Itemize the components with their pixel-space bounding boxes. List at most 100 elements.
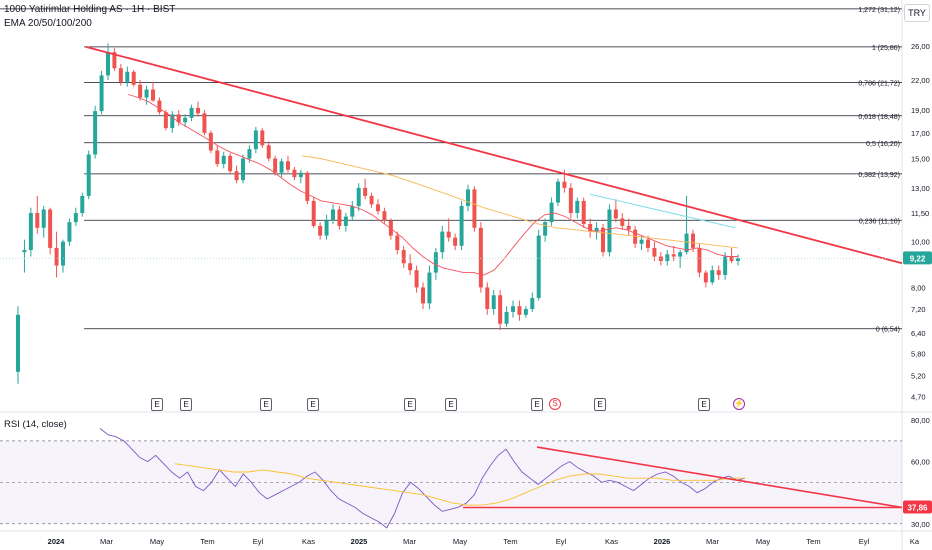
candle-body	[511, 306, 515, 312]
price-tick-label: 15,00	[911, 155, 930, 164]
candle-body	[196, 107, 200, 114]
candle-body	[28, 213, 33, 251]
price-tick-label: 19,00	[911, 106, 930, 115]
ema-20-line	[127, 94, 738, 276]
main-trendline	[85, 45, 903, 265]
candle-body	[729, 256, 734, 262]
candle-body	[324, 220, 329, 236]
candle-body	[99, 75, 104, 112]
candle-body	[93, 111, 98, 155]
candle-body	[125, 71, 130, 82]
candle-body	[260, 130, 265, 146]
rsi-ma-line	[174, 463, 745, 506]
candle-body	[523, 309, 528, 315]
dividend-s[interactable]: S	[549, 398, 561, 410]
earnings-e-3[interactable]: E	[260, 398, 272, 411]
fib-level-label: 0,382 (13,92)	[858, 172, 900, 179]
earnings-e-4[interactable]: E	[307, 398, 319, 411]
candle-body	[298, 172, 303, 178]
candle-body	[594, 227, 599, 232]
candle-body	[228, 155, 233, 172]
candle-body	[151, 89, 155, 101]
time-tick-label: May	[150, 537, 164, 546]
rsi-tick-label: 30,00	[911, 520, 930, 529]
candle-body	[176, 114, 181, 123]
rsi-trendline	[536, 446, 903, 509]
candle-body	[157, 100, 162, 113]
candle-body	[16, 314, 20, 372]
candle-body	[215, 150, 220, 165]
candle-body	[388, 220, 393, 236]
candle-body	[48, 209, 53, 248]
candle-body	[658, 256, 663, 262]
candle-body	[67, 222, 72, 242]
candle-body	[311, 200, 316, 226]
earnings-e-8[interactable]: E	[594, 398, 606, 411]
time-tick-label: 2025	[351, 537, 368, 546]
earnings-e-7[interactable]: E	[531, 398, 543, 411]
candle-body	[427, 272, 432, 304]
candle-body	[22, 250, 27, 253]
fib-level-label: 0 (6,54)	[876, 327, 900, 334]
price-tick-label: 13,00	[911, 184, 930, 193]
price-tick-label: 4,70	[911, 392, 926, 401]
time-tick-label: Ka	[910, 537, 920, 546]
cyan-trendline	[589, 193, 736, 229]
candle-body	[356, 187, 361, 207]
earnings-e-2[interactable]: E	[180, 398, 192, 411]
price-tick-label: 11,50	[911, 209, 929, 218]
candle-body	[703, 272, 708, 283]
flash-event[interactable]: ⚡	[733, 398, 745, 410]
candle-body	[131, 71, 136, 85]
rsi-tick-label: 60,00	[911, 458, 930, 467]
fib-level-label: 1 (25,86)	[872, 45, 900, 52]
fib-level-label: 0,786 (21,72)	[858, 81, 900, 88]
earnings-e-6[interactable]: E	[445, 398, 457, 411]
earnings-e-1[interactable]: E	[151, 398, 163, 411]
price-tick-label: 17,00	[911, 129, 930, 138]
candle-body	[421, 287, 425, 304]
earnings-e-9[interactable]: E	[698, 398, 710, 411]
candle-body	[613, 209, 618, 219]
candle-body	[337, 209, 342, 226]
candle-body	[221, 155, 226, 165]
candle-body	[446, 231, 451, 238]
candle-body	[395, 235, 400, 251]
candle-body	[292, 169, 297, 178]
time-tick-label: Mar	[706, 537, 719, 546]
candle-body	[459, 206, 464, 246]
candle-body	[736, 258, 740, 262]
candle-body	[678, 252, 683, 257]
candle-body	[414, 270, 419, 288]
time-tick-label: Tem	[503, 537, 517, 546]
fib-level-label: 0,5 (16,20)	[866, 141, 900, 148]
candle-body	[684, 233, 689, 253]
price-tick-label: 5,20	[911, 372, 926, 381]
fib-level-label: 1,272 (31,12)	[858, 7, 900, 14]
candle-body	[536, 235, 541, 298]
candle-body	[183, 117, 188, 123]
candle-body	[279, 161, 284, 173]
currency-button[interactable]: TRY	[904, 4, 930, 22]
fib-level-label: 0,618 (18,48)	[858, 114, 900, 121]
candle-body	[318, 225, 323, 236]
candle-body	[716, 270, 721, 275]
time-tick-label: Mar	[403, 537, 416, 546]
price-tick-label: 10,00	[911, 238, 930, 247]
time-tick-label: Eyl	[556, 537, 567, 546]
last-price-badge	[903, 251, 932, 265]
candle-body	[549, 202, 554, 223]
candle-body	[189, 107, 194, 118]
candle-body	[305, 172, 310, 201]
time-tick-label: Kas	[302, 537, 315, 546]
candle-body	[440, 231, 445, 253]
time-tick-label: May	[756, 537, 770, 546]
candle-body	[35, 213, 40, 228]
rsi-line	[99, 428, 746, 529]
candle-body	[517, 306, 522, 315]
candle-body	[408, 263, 413, 271]
earnings-e-5[interactable]: E	[404, 398, 416, 411]
price-tick-label: 26,00	[911, 42, 930, 51]
indicator-legend: EMA 20/50/100/200	[4, 18, 92, 29]
